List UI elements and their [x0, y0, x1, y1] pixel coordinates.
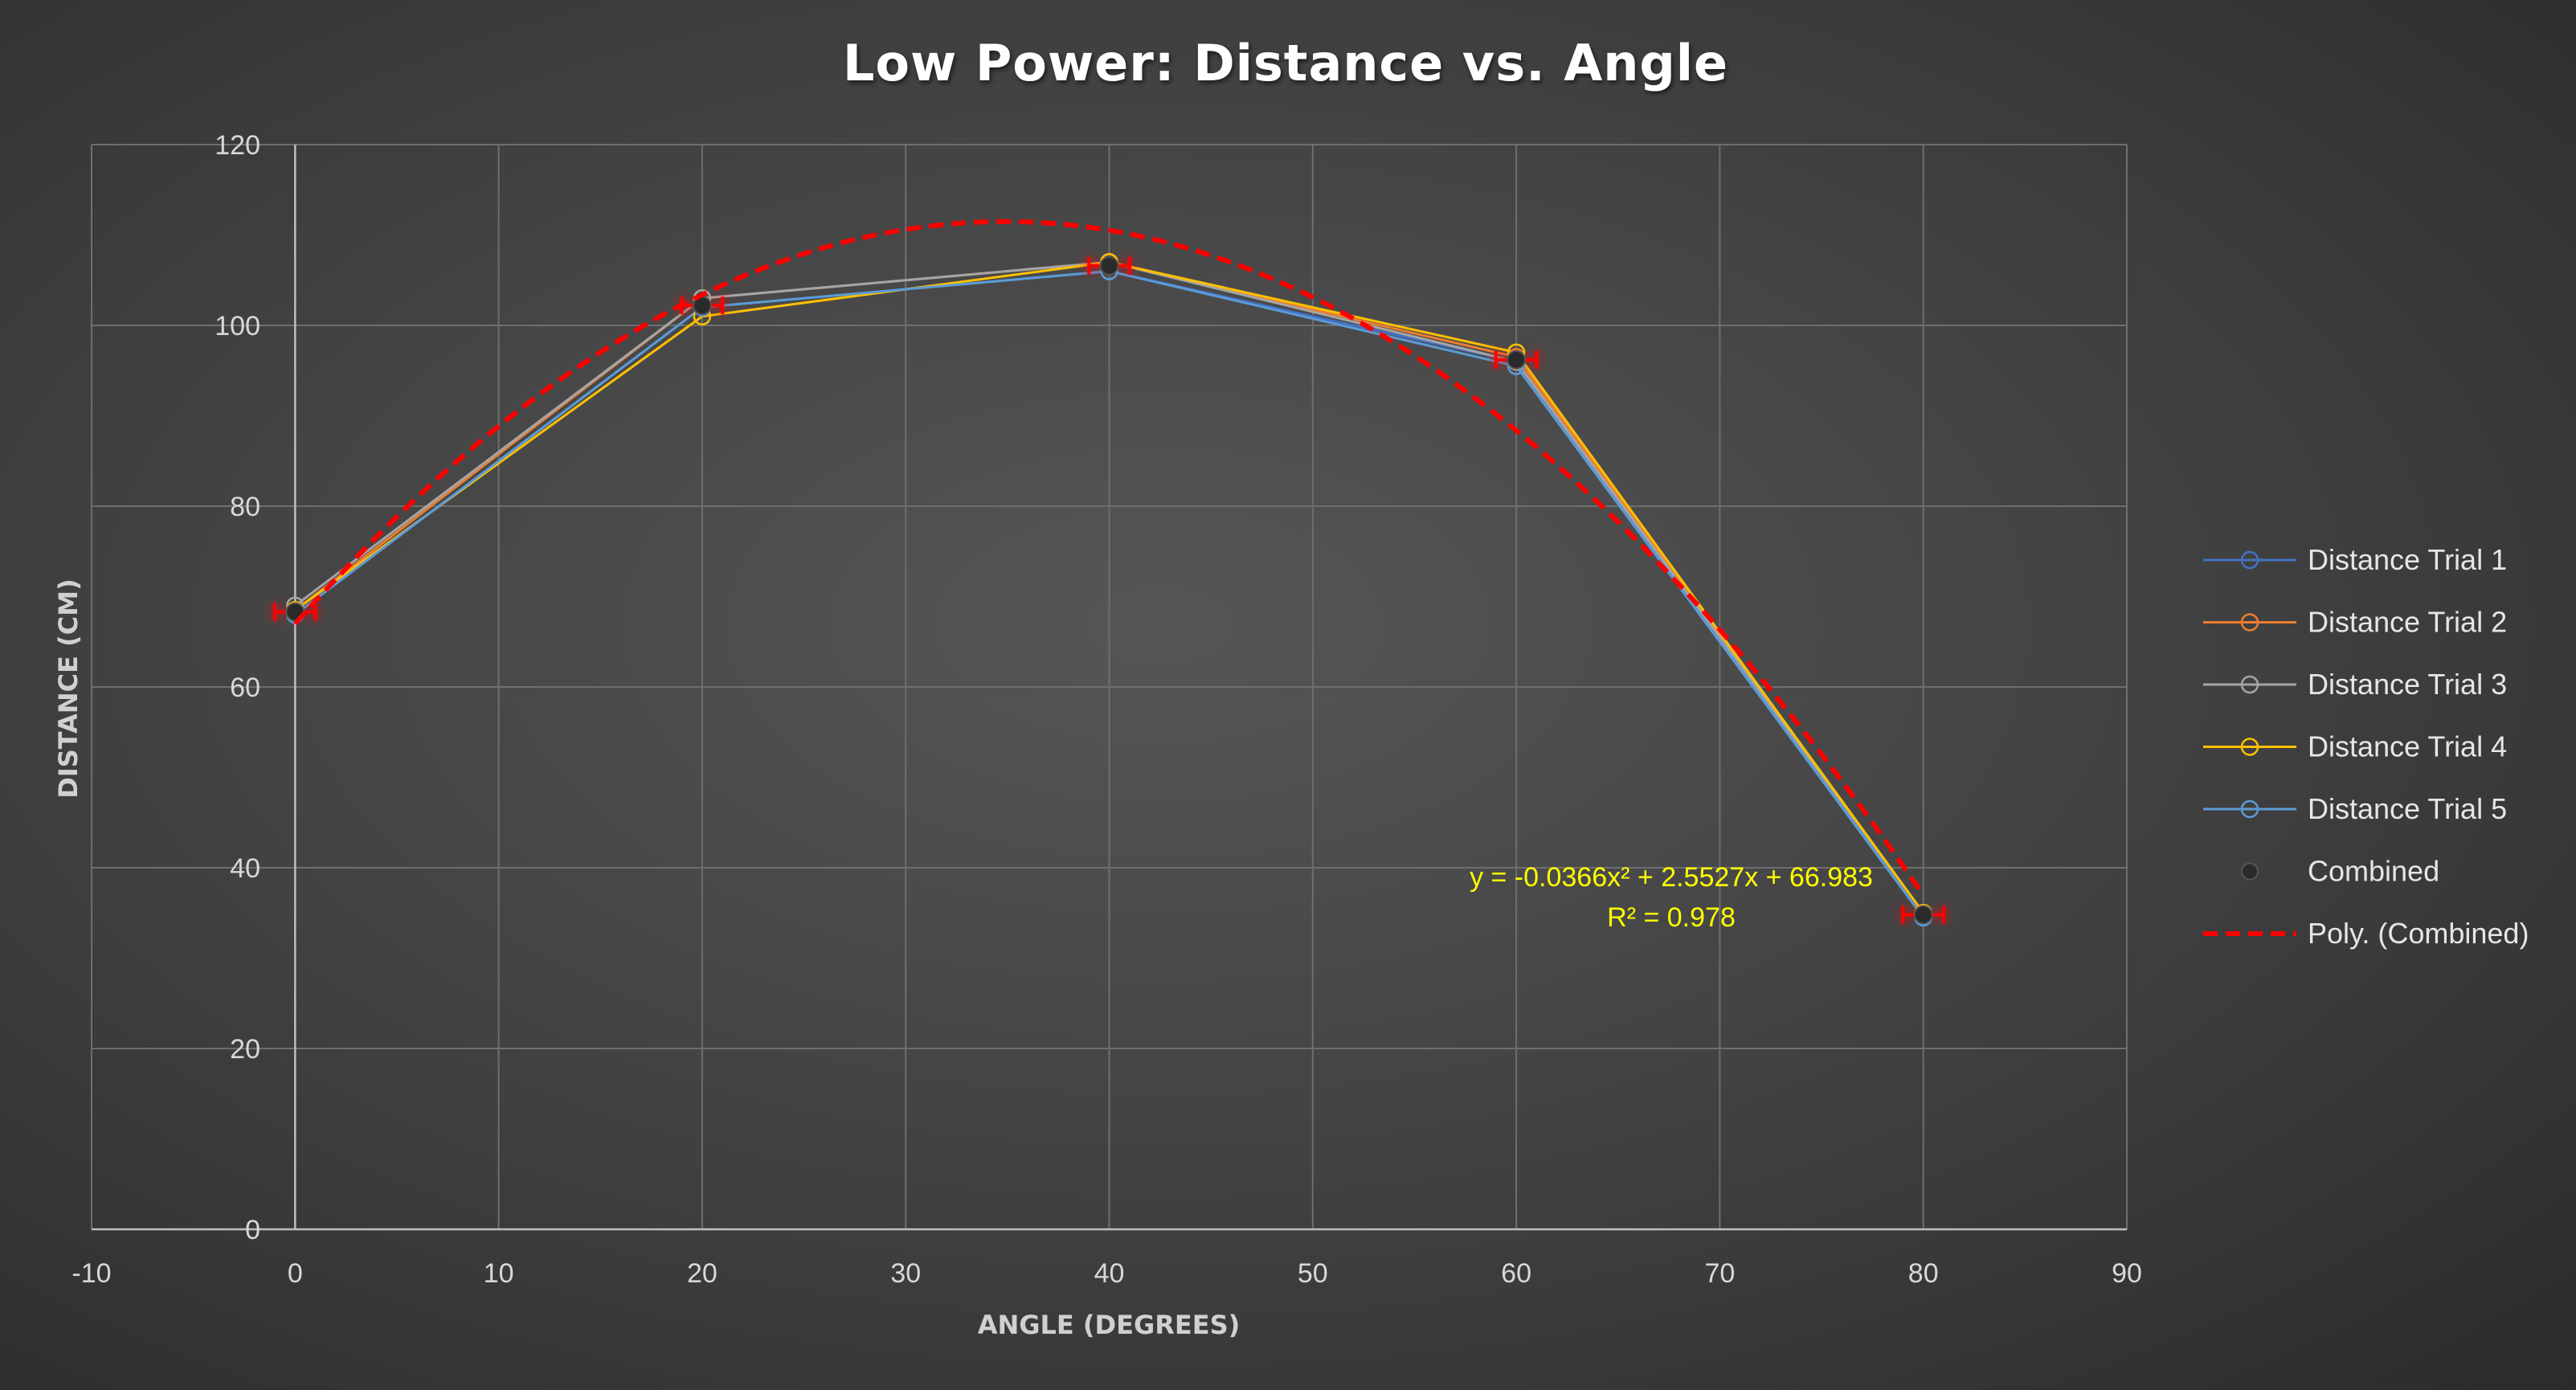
combined-marker	[1507, 350, 1527, 370]
legend-label: Distance Trial 2	[2308, 606, 2507, 639]
x-tick-label: 90	[2112, 1258, 2142, 1289]
trendline-path	[293, 219, 1926, 897]
y-tick-labels: 0 20 40 60 80 100 120	[215, 130, 260, 1245]
y-axis-title: DISTANCE (CM)	[53, 578, 84, 798]
legend-label: Distance Trial 5	[2308, 792, 2507, 825]
y-tick-label: 40	[230, 853, 260, 884]
y-tick-label: 80	[230, 492, 260, 522]
legend-item: Poly. (Combined)	[2203, 917, 2529, 950]
legend-swatch-marker	[2240, 613, 2259, 632]
x-tick-labels: -10 0 10 20 30 40 50 60 70 80 90	[72, 1258, 2141, 1289]
combined-marker	[1913, 905, 1933, 925]
y-tick-label: 0	[245, 1215, 260, 1245]
combined-marker	[1099, 256, 1119, 276]
legend-item: Combined	[2241, 855, 2439, 888]
x-tick-label: -10	[72, 1258, 111, 1289]
chart-title: Low Power: Distance vs. Angle	[843, 34, 1728, 92]
x-tick-label: 50	[1298, 1258, 1328, 1289]
legend-label: Distance Trial 3	[2308, 668, 2507, 701]
legend-item: Distance Trial 5	[2203, 792, 2507, 825]
trendline-equation: y = -0.0366x² + 2.5527x + 66.983	[1470, 862, 1873, 893]
axes	[92, 145, 2127, 1231]
legend: Distance Trial 1 Distance Trial 2 Distance…	[2203, 543, 2529, 950]
legend-label: Poly. (Combined)	[2308, 917, 2529, 950]
x-axis-title: ANGLE (DEGREES)	[978, 1310, 1241, 1340]
legend-label: Distance Trial 1	[2308, 543, 2507, 576]
legend-swatch-marker	[2240, 550, 2259, 570]
legend-swatch-marker	[2241, 862, 2259, 881]
legend-item: Distance Trial 1	[2203, 543, 2507, 576]
legend-swatch-marker	[2240, 738, 2259, 756]
y-tick-label: 100	[215, 311, 260, 341]
y-tick-label: 60	[230, 673, 260, 703]
data-markers	[285, 253, 1933, 927]
legend-label: Distance Trial 4	[2308, 730, 2507, 763]
x-tick-label: 40	[1094, 1258, 1125, 1289]
legend-swatch-marker	[2240, 675, 2259, 694]
legend-item: Distance Trial 4	[2203, 730, 2507, 763]
legend-label: Combined	[2308, 855, 2439, 888]
x-tick-label: 70	[1704, 1258, 1735, 1289]
x-tick-label: 60	[1501, 1258, 1531, 1289]
trendline-r-squared: R² = 0.978	[1607, 902, 1736, 933]
y-tick-label: 20	[230, 1034, 260, 1065]
legend-item: Distance Trial 2	[2203, 606, 2507, 639]
x-tick-label: 30	[890, 1258, 921, 1289]
y-tick-label: 120	[215, 130, 260, 161]
legend-item: Distance Trial 3	[2203, 668, 2507, 701]
x-tick-label: 80	[1908, 1258, 1939, 1289]
x-tick-label: 0	[288, 1258, 303, 1289]
gridlines	[91, 144, 2128, 1229]
x-tick-label: 20	[687, 1258, 718, 1289]
legend-swatch-marker	[2240, 799, 2259, 819]
x-tick-label: 10	[484, 1258, 514, 1289]
